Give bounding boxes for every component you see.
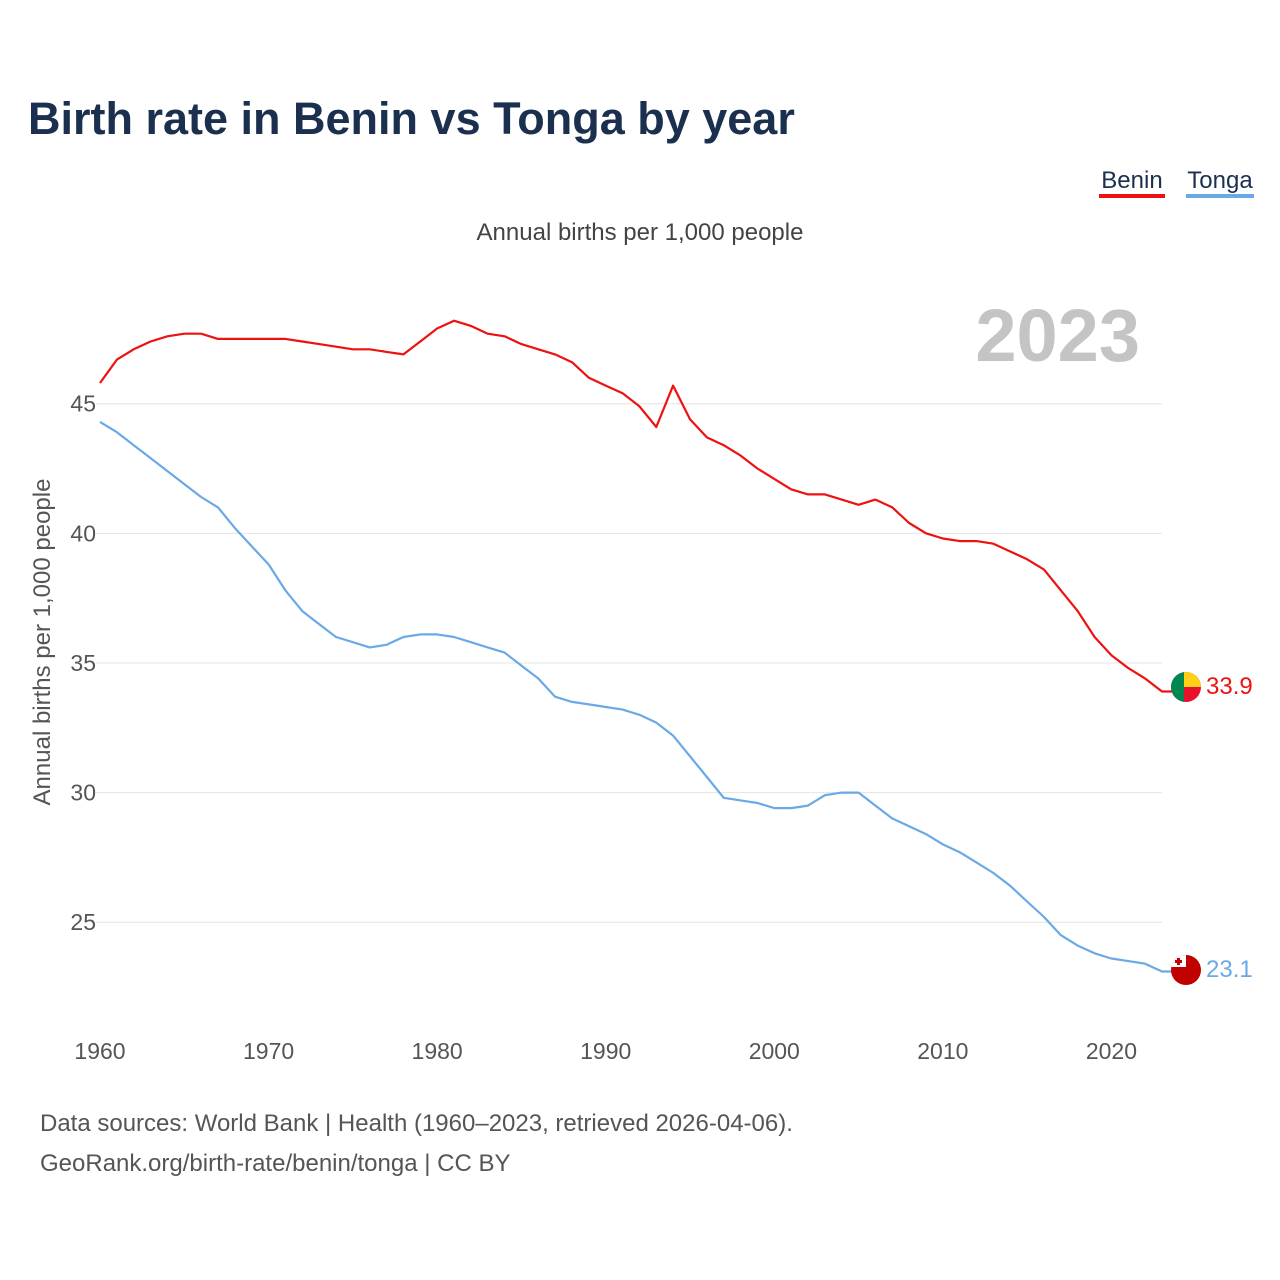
y-tick-label: 40 <box>70 520 96 546</box>
x-tick-label: 1960 <box>74 1038 125 1064</box>
gridlines <box>96 403 1162 923</box>
x-tick-label: 1970 <box>243 1038 294 1064</box>
x-tick-label: 2020 <box>1086 1038 1137 1064</box>
end-value-benin: 33.9 <box>1206 673 1253 700</box>
series-line-tonga[interactable] <box>99 420 1172 973</box>
end-marker-benin: 33.9 <box>1171 672 1253 702</box>
tonga-flag-icon <box>1171 955 1201 985</box>
chart-subtitle: Annual births per 1,000 people <box>477 219 804 246</box>
source-line-1: Data sources: World Bank | Health (1960–… <box>40 1110 793 1137</box>
legend-item-tonga[interactable]: Tonga <box>1186 167 1254 198</box>
x-tick-label: 1990 <box>580 1038 631 1064</box>
series-lines <box>99 319 1172 973</box>
chart-title: Birth rate in Benin vs Tonga by year <box>28 93 795 144</box>
y-axis-ticks: 25 30 35 40 45 <box>70 391 96 936</box>
y-tick-label: 35 <box>70 650 96 676</box>
legend-swatch-benin <box>1099 194 1165 198</box>
x-tick-label: 2010 <box>917 1038 968 1064</box>
x-axis-ticks: 1960 1970 1980 1990 2000 2010 2020 <box>74 1038 1137 1064</box>
x-tick-label: 2000 <box>749 1038 800 1064</box>
end-value-tonga: 23.1 <box>1206 956 1253 983</box>
legend-swatch-tonga <box>1186 194 1254 198</box>
legend-label-tonga: Tonga <box>1187 167 1253 194</box>
legend-label-benin: Benin <box>1101 167 1162 194</box>
y-tick-label: 45 <box>70 391 96 417</box>
year-watermark: 2023 <box>975 294 1140 377</box>
legend-item-benin[interactable]: Benin <box>1099 167 1165 198</box>
end-marker-tonga: 23.1 <box>1171 955 1253 985</box>
y-axis-label: Annual births per 1,000 people <box>29 479 56 806</box>
source-line-2[interactable]: GeoRank.org/birth-rate/benin/tonga | CC … <box>40 1150 510 1177</box>
legend: Benin Tonga <box>1099 167 1254 198</box>
x-tick-label: 1980 <box>412 1038 463 1064</box>
y-tick-label: 30 <box>70 780 96 806</box>
benin-flag-icon <box>1171 672 1201 702</box>
y-tick-label: 25 <box>70 909 96 935</box>
series-line-benin[interactable] <box>99 319 1172 693</box>
